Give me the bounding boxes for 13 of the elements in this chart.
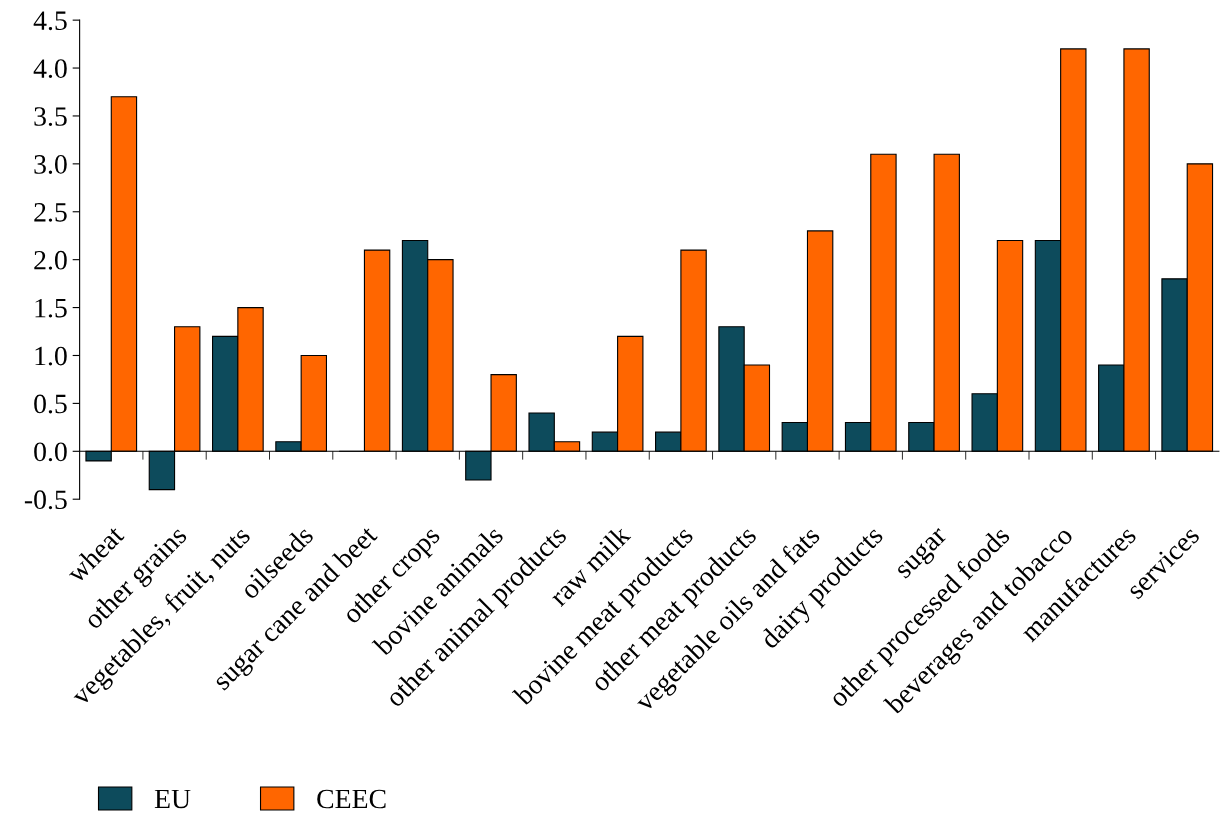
y-tick-label: 2.5 [34,203,67,222]
y-tick-label: 1.0 [35,346,67,366]
y-tick-label: 4.5 [33,11,67,31]
y-tick-label: 2.0 [34,250,67,270]
y-tick-label: 1.5 [35,298,67,318]
y-tick-label: 4.0 [33,59,67,79]
y-tick-label: 3.5 [34,107,67,126]
legend-label: CEEC [317,789,386,809]
y-tick-label: -0.5 [24,490,67,510]
legend-label: EU [154,789,191,809]
y-tick-label: 3.0 [34,155,67,174]
y-tick-label: 0.0 [34,442,67,462]
y-tick-label: 0.5 [34,394,67,414]
